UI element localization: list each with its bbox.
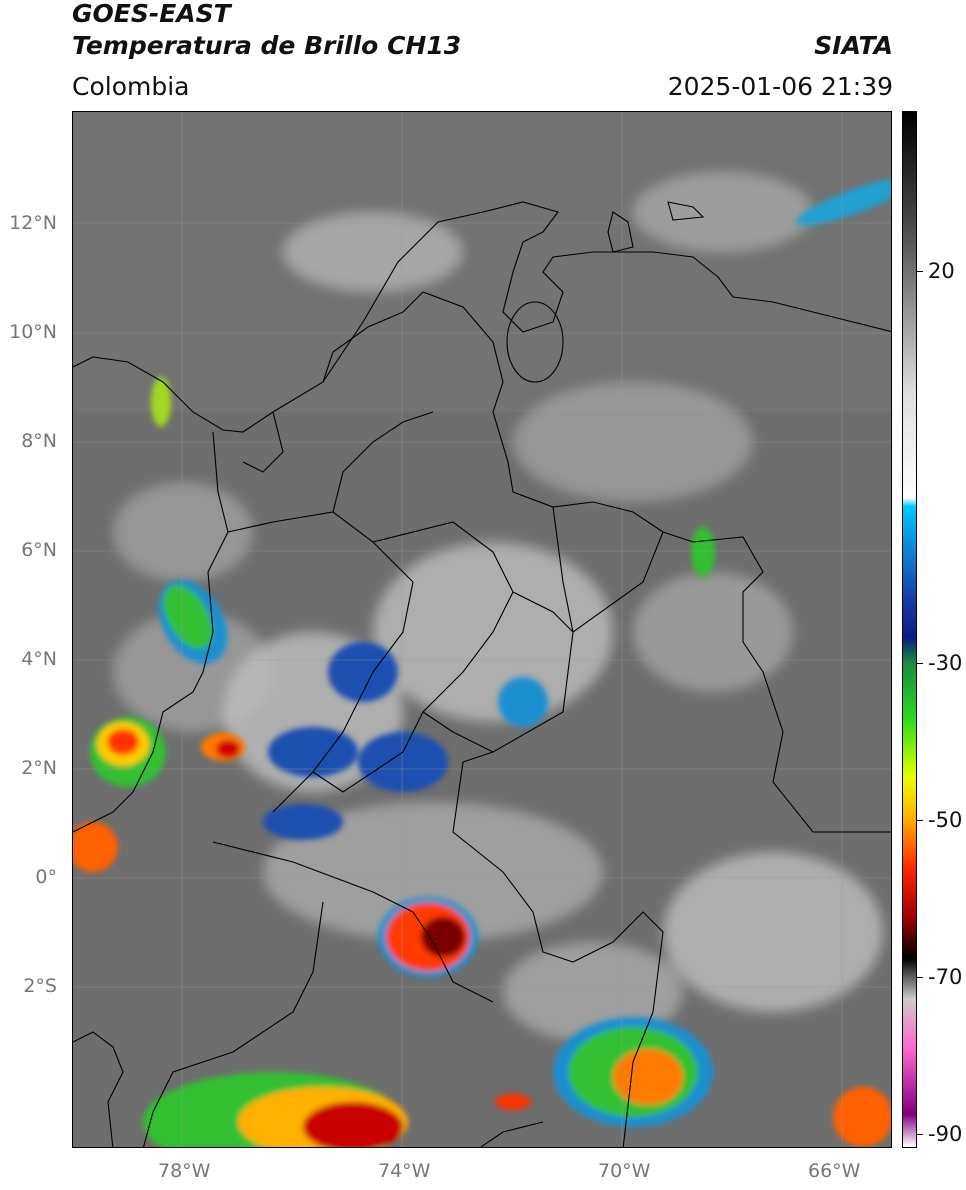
satellite-title: GOES-EAST — [72, 0, 231, 28]
lat-label-2n: 2°N — [21, 757, 57, 779]
lon-label-78w: 78°W — [158, 1160, 211, 1182]
lon-label-74w: 74°W — [378, 1160, 431, 1182]
product-title: Temperatura de Brillo CH13 — [72, 31, 462, 60]
lon-label-66w: 66°W — [808, 1160, 861, 1182]
colorbar-label-m50: -50 — [928, 808, 963, 832]
temperature-colorbar — [902, 111, 917, 1148]
satellite-map[interactable] — [72, 111, 892, 1148]
colorbar-label-20: 20 — [928, 259, 955, 283]
colorbar-label-m90: -90 — [928, 1122, 963, 1146]
colorbar-label-m30: -30 — [928, 651, 963, 675]
lat-label-2s: 2°S — [23, 975, 57, 997]
borders — [73, 201, 891, 1147]
lat-label-0: 0° — [35, 866, 57, 888]
lon-label-70w: 70°W — [598, 1160, 651, 1182]
lat-label-8n: 8°N — [21, 430, 57, 452]
colorbar-tick-m90 — [917, 1134, 923, 1135]
colorbar-tick-m50 — [917, 820, 923, 821]
brand-label: SIATA — [814, 31, 893, 60]
lat-label-6n: 6°N — [21, 539, 57, 561]
map-imagery — [73, 112, 891, 1147]
colorbar-label-m70: -70 — [928, 965, 963, 989]
lat-label-4n: 4°N — [21, 648, 57, 670]
colorbar-tick-20 — [917, 271, 923, 272]
region-label: Colombia — [72, 72, 190, 101]
lat-label-12n: 12°N — [9, 212, 57, 234]
colorbar-tick-m70 — [917, 977, 923, 978]
colorbar-tick-m30 — [917, 663, 923, 664]
graticule — [73, 112, 891, 1147]
lat-label-10n: 10°N — [9, 321, 57, 343]
timestamp-label: 2025-01-06 21:39 — [667, 72, 893, 101]
